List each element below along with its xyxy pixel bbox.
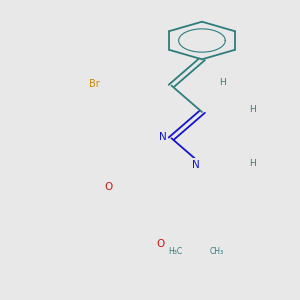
Text: H₃C: H₃C <box>168 247 182 256</box>
Text: O: O <box>105 182 113 192</box>
Text: Br: Br <box>89 79 100 89</box>
Text: O: O <box>157 239 165 249</box>
Text: H: H <box>219 78 226 87</box>
Text: H: H <box>250 105 256 114</box>
Text: H: H <box>250 158 256 167</box>
Text: CH₃: CH₃ <box>209 247 224 256</box>
Text: N: N <box>159 132 167 142</box>
Text: N: N <box>192 160 200 170</box>
